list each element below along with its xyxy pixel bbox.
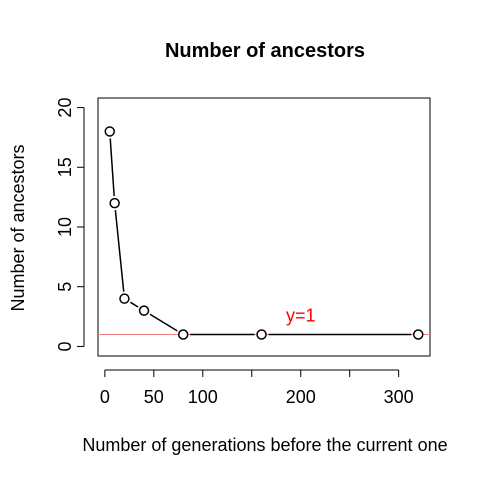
chart-title: Number of ancestors xyxy=(165,40,365,62)
series-segment xyxy=(114,209,125,292)
y-tick-label: 15 xyxy=(55,157,75,177)
y-tick-label: 20 xyxy=(55,98,75,118)
x-tick-label: 0 xyxy=(100,387,110,407)
x-tick-label: 100 xyxy=(188,387,218,407)
data-point xyxy=(119,293,130,304)
y-axis-label: Number of ancestors xyxy=(8,144,28,311)
series-segment xyxy=(130,301,139,308)
x-tick-label: 300 xyxy=(384,387,414,407)
x-axis-label: Number of generations before the current… xyxy=(82,435,447,455)
series-segment xyxy=(109,138,115,197)
x-tick-label: 200 xyxy=(286,387,316,407)
series-points xyxy=(104,126,424,340)
data-point xyxy=(138,305,150,316)
series-line xyxy=(109,138,412,336)
y-tick-label: 0 xyxy=(55,341,75,351)
y-tick-label: 5 xyxy=(55,282,75,292)
series-segment xyxy=(149,313,178,332)
plot-frame xyxy=(97,97,431,357)
y-tick-label: 10 xyxy=(55,217,75,237)
x-tick-label: 50 xyxy=(144,387,164,407)
data-point xyxy=(109,197,120,209)
data-point xyxy=(177,329,189,340)
y-axis: 0 5 10 15 20 xyxy=(55,98,85,351)
x-axis: 0 50 100 200 300 xyxy=(100,369,414,407)
data-point xyxy=(412,329,424,340)
data-point xyxy=(256,329,267,340)
data-point xyxy=(104,126,116,137)
reference-line-label: y=1 xyxy=(286,305,316,325)
